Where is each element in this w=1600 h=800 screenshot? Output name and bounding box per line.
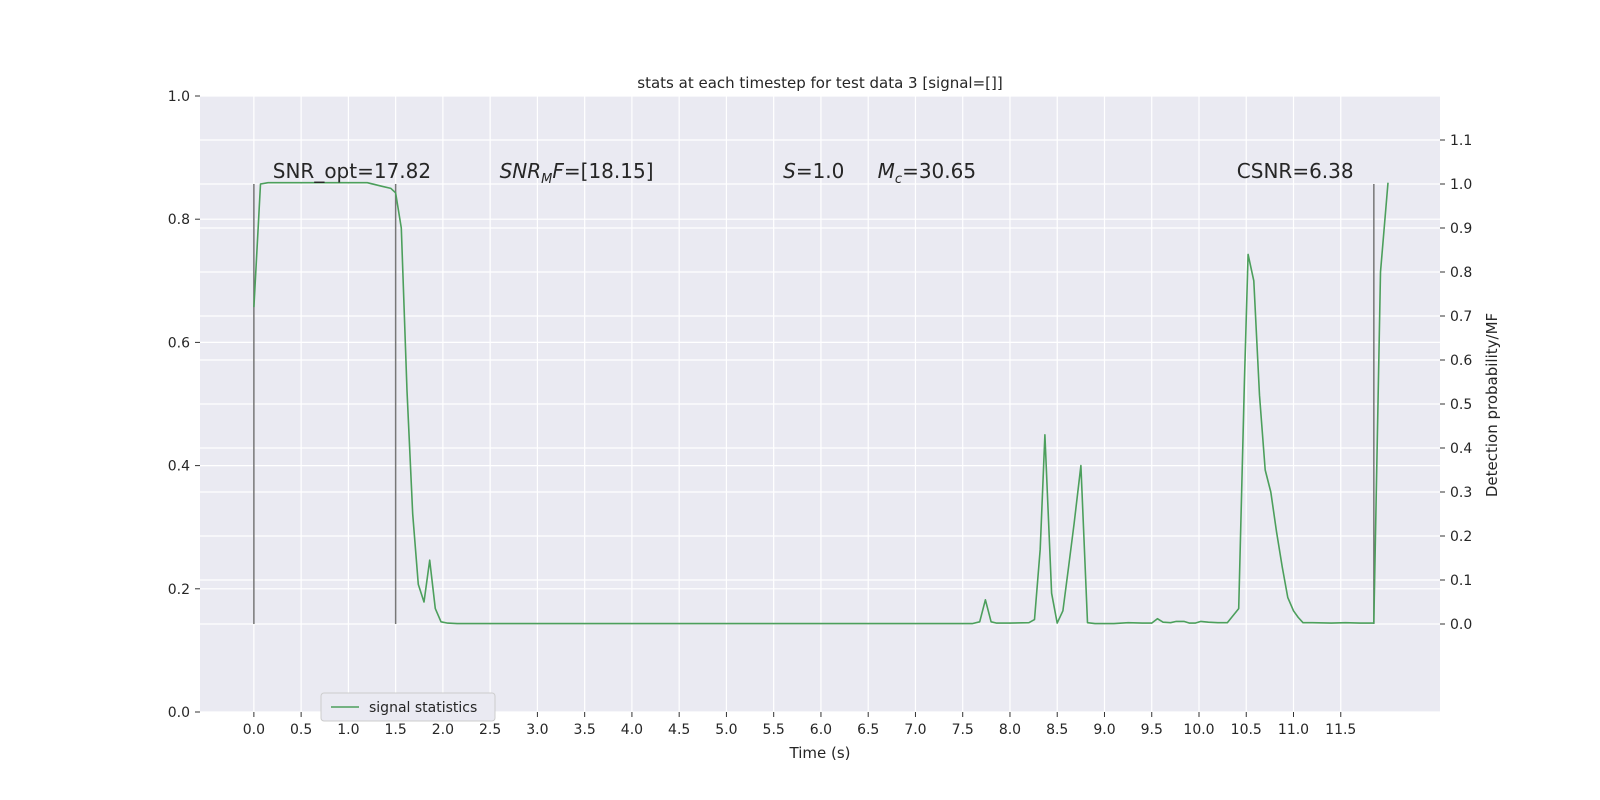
x-tick-label: 8.5	[1046, 722, 1068, 738]
annotation-mc: Mc=30.65	[878, 159, 976, 187]
x-tick-label: 8.0	[999, 722, 1021, 738]
x-axis-label: Time (s)	[789, 744, 851, 762]
x-tick-label: 5.0	[715, 722, 737, 738]
x-tick-label: 7.5	[952, 722, 974, 738]
y-right-tick-label: 0.9	[1450, 221, 1472, 237]
y-right-tick-label: 0.8	[1450, 265, 1472, 281]
x-tick-label: 4.5	[668, 722, 690, 738]
legend-box	[320, 692, 496, 722]
y-right-axis-label: Detection probability/MF	[1483, 313, 1501, 497]
annotation-csnr: CSNR=6.38	[1237, 159, 1354, 183]
x-tick-label: 9.5	[1141, 722, 1163, 738]
y-right-tick-label: 0.2	[1450, 529, 1472, 545]
x-tick-label: 9.0	[1093, 722, 1115, 738]
annotation-layer: SNR_opt=17.82 SNRMF=[18.15] S=1.0 Mc=30.65 C…	[273, 159, 1354, 187]
y-left-tick-label: 0.8	[168, 212, 190, 228]
x-tick-label: 2.0	[432, 722, 454, 738]
annotation-snr-mf: SNRMF=[18.15]	[500, 159, 654, 187]
legend-label: signal statistics	[369, 700, 477, 716]
x-tick-label: 1.0	[337, 722, 359, 738]
y-right-tick-layer: 0.0 0.1 0.2 0.3 0.4 0.5 0.6 0.7 0.8 0.9 1.0 1.1	[1440, 133, 1472, 633]
annotation-s: S=1.0	[783, 159, 844, 183]
y-right-tick-label: 1.1	[1450, 133, 1472, 149]
x-tick-label: 5.5	[763, 722, 785, 738]
grid-layer	[200, 95, 1440, 713]
x-tick-label: 10.5	[1231, 722, 1262, 738]
y-right-tick-label: 0.1	[1450, 573, 1472, 589]
y-left-tick-label: 1.0	[168, 89, 190, 105]
x-tick-label: 0.5	[290, 722, 312, 738]
legend: signal statistics	[320, 692, 496, 722]
y-right-tick-label: 0.7	[1450, 309, 1472, 325]
x-tick-label: 6.0	[810, 722, 832, 738]
x-tick-label: 0.0	[243, 722, 265, 738]
x-tick-label: 4.0	[621, 722, 643, 738]
y-right-tick-label: 0.6	[1450, 353, 1472, 369]
x-tick-label: 1.5	[385, 722, 407, 738]
x-tick-layer: 0.0 0.5 1.0 1.5 2.0 2.5 3.0 3.5 4.0 4.5 5.0 5.5 6.0 6…	[243, 712, 1356, 738]
y-right-tick-label: 0.5	[1450, 397, 1472, 413]
annotation-snr-opt: SNR_opt=17.82	[273, 159, 431, 183]
series-line-signal-statistics	[253, 181, 1389, 625]
y-left-tick-label: 0.2	[168, 582, 190, 598]
x-tick-label: 3.0	[526, 722, 548, 738]
x-tick-label: 10.0	[1183, 722, 1214, 738]
x-tick-label: 11.0	[1278, 722, 1309, 738]
y-left-tick-label: 0.0	[168, 705, 190, 721]
x-tick-label: 11.5	[1325, 722, 1356, 738]
x-tick-label: 3.5	[574, 722, 596, 738]
x-tick-label: 7.0	[904, 722, 926, 738]
y-left-tick-layer: 0.0 0.2 0.4 0.6 0.8 1.0	[168, 89, 200, 721]
vline-layer	[253, 184, 1375, 624]
y-left-tick-label: 0.6	[168, 335, 190, 351]
y-left-tick-label: 0.4	[168, 459, 190, 475]
y-right-tick-label: 0.3	[1450, 485, 1472, 501]
y-right-tick-label: 0.4	[1450, 441, 1472, 457]
y-right-tick-label: 1.0	[1450, 177, 1472, 193]
chart-title: stats at each timestep for test data 3 […	[637, 74, 1002, 92]
x-tick-label: 6.5	[857, 722, 879, 738]
x-tick-label: 2.5	[479, 722, 501, 738]
y-right-tick-label: 0.0	[1450, 617, 1472, 633]
series-layer	[253, 181, 1389, 625]
